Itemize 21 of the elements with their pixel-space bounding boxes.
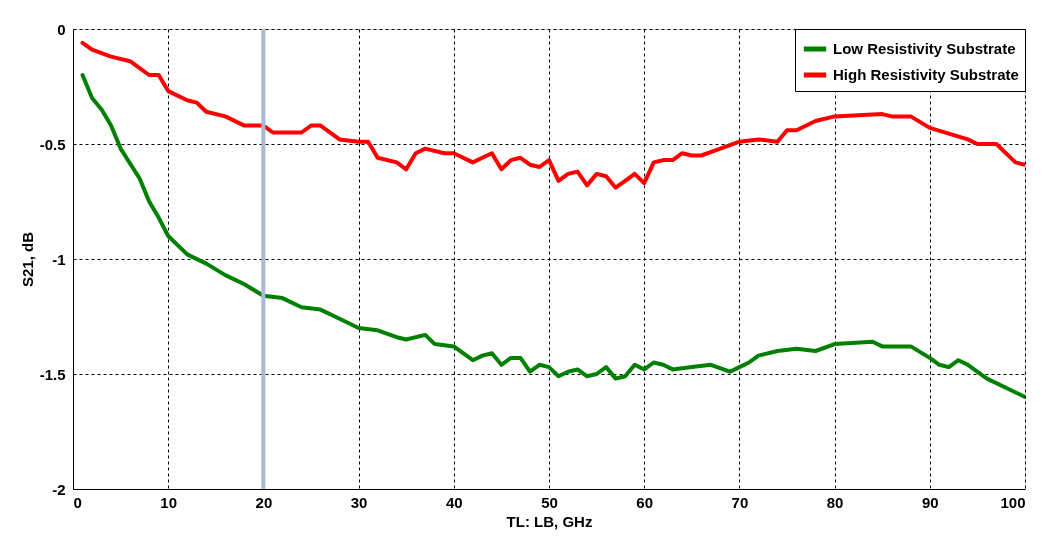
y-tick-label: 0 [57, 20, 66, 38]
y-tick-label: -2 [52, 480, 66, 498]
y-tick-label: -0.5 [39, 135, 66, 153]
y-tick-label: -1 [52, 250, 66, 268]
x-tick-label: 90 [921, 493, 939, 511]
x-tick-label: 0 [73, 493, 82, 511]
line-series [80, 40, 1025, 190]
x-axis-title: TL: LB, GHz [506, 512, 593, 530]
y-tick-label: -1.5 [39, 365, 66, 383]
y-axis-title: S21, dB [18, 231, 36, 288]
x-tick-label: 10 [160, 493, 178, 511]
x-tick-label: 50 [541, 493, 558, 511]
x-tick-label: 70 [731, 493, 749, 511]
legend-label: Low Resistivity Substrate [833, 40, 1016, 57]
x-tick-label: 30 [350, 493, 368, 511]
legend-label: High Resistivity Substrate [833, 66, 1019, 83]
x-tick-label: 40 [445, 493, 463, 511]
x-tick-label: 100 [1000, 493, 1026, 511]
x-tick-label: 80 [826, 493, 844, 511]
x-tick-label: 20 [255, 493, 273, 511]
x-tick-label: 60 [636, 493, 654, 511]
